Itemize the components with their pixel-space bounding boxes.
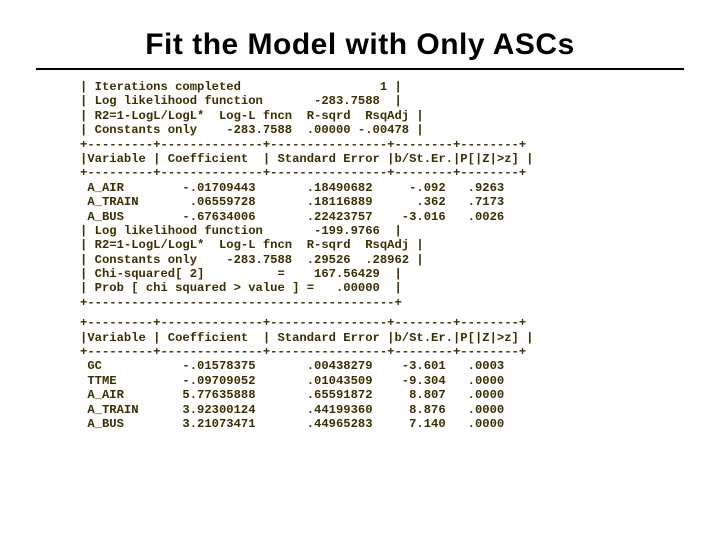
table-cols: |Variable | Coefficient | Standard Error… [80,331,684,345]
table-rule: +---------+--------------+--------------… [80,138,684,152]
table-rule: +---------+--------------+--------------… [80,345,684,359]
table-row: GC -.01578375 .00438279 -3.601 .0003 [80,359,684,373]
table-rule: +---------+--------------+--------------… [80,316,684,330]
page-title: Fit the Model with Only ASCs [36,28,684,62]
title-rule [36,68,684,70]
r2-line: | R2=1-LogL/LogL* Log-L fncn R-sqrd RsqA… [80,238,684,252]
table-cols: |Variable | Coefficient | Standard Error… [80,152,684,166]
table-rule: +---------+--------------+--------------… [80,166,684,180]
logl-line: | Log likelihood function -199.9766 | [80,224,684,238]
chisq-line: | Chi-squared[ 2] = 167.56429 | [80,267,684,281]
table-row: A_AIR -.01709443 .18490682 -.092 .9263 [80,181,684,195]
logl-line: | Log likelihood function -283.7588 | [80,94,684,108]
table-row: A_TRAIN .06559728 .18116889 .362 .7173 [80,195,684,209]
table-row: A_BUS -.67634006 .22423757 -3.016 .0026 [80,210,684,224]
r2-line: | R2=1-LogL/LogL* Log-L fncn R-sqrd RsqA… [80,109,684,123]
table-row: A_AIR 5.77635888 .65591872 8.807 .0000 [80,388,684,402]
consts-line: | Constants only -283.7588 .29526 .28962… [80,253,684,267]
table-row: A_TRAIN 3.92300124 .44199360 8.876 .0000 [80,403,684,417]
consts-line: | Constants only -283.7588 .00000 -.0047… [80,123,684,137]
table-row: A_BUS 3.21073471 .44965283 7.140 .0000 [80,417,684,431]
box-bottom: +---------------------------------------… [80,296,684,310]
iter-line: | Iterations completed 1 | [80,80,684,94]
prob-line: | Prob [ chi squared > value ] = .00000 … [80,281,684,295]
table-row: TTME -.09709052 .01043509 -9.304 .0000 [80,374,684,388]
